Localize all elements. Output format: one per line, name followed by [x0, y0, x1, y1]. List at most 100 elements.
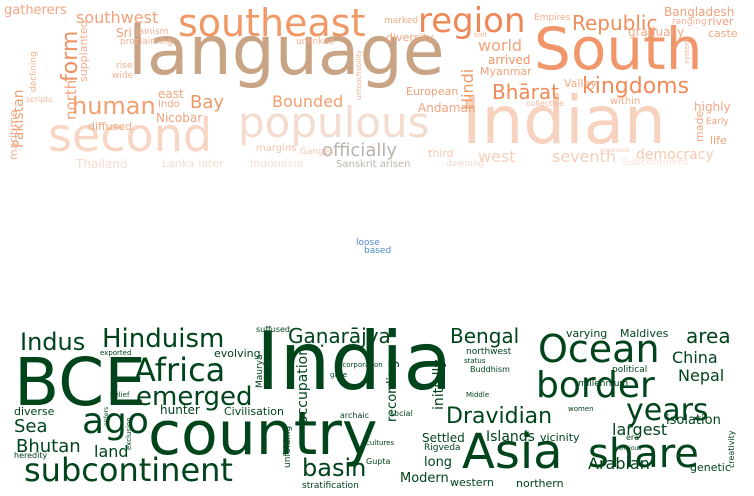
- cloud-word: knit: [474, 31, 488, 39]
- cloud-word: northern: [516, 477, 564, 490]
- cloud-word: seventh: [552, 147, 617, 166]
- cloud-word: Civilisation: [224, 405, 284, 418]
- cloud-word: gatherers: [4, 3, 67, 18]
- cloud-word: belief: [110, 391, 130, 399]
- cloud-word: Gupta: [366, 457, 391, 466]
- cloud-word: isolation: [666, 413, 721, 428]
- cloud-word: Valley: [564, 77, 597, 90]
- cloud-word: arrived: [488, 53, 531, 67]
- cloud-word: rise: [116, 61, 133, 71]
- cloud-word: stratification: [302, 481, 359, 491]
- cloud-word: Sea: [14, 416, 48, 437]
- cloud-word: social: [390, 409, 413, 418]
- cloud-word: officially: [322, 140, 397, 161]
- cloud-word: life: [710, 134, 727, 147]
- cloud-word: caste: [708, 27, 738, 40]
- cloud-word: initially: [431, 359, 447, 410]
- cloud-word: Indian: [462, 82, 666, 159]
- cloud-word: area: [686, 324, 731, 348]
- cloud-word: land: [94, 442, 129, 461]
- cloud-word: unlinked: [296, 37, 335, 47]
- cloud-word: Sanskrit arisen: [336, 159, 411, 170]
- cloud-word: Myanmar: [480, 65, 532, 78]
- cloud-word: suffused: [256, 325, 290, 334]
- cloud-word: maritime: [7, 110, 20, 160]
- cloud-word: subcontinent: [24, 451, 233, 489]
- cloud-word: Ocean: [538, 327, 660, 371]
- cloud-word: ranging: [672, 17, 707, 27]
- cloud-word: southwest: [76, 8, 159, 27]
- cloud-word: border: [536, 365, 655, 406]
- cloud-word: Bay: [190, 92, 225, 113]
- cloud-word: populous: [238, 98, 430, 147]
- cloud-word: river: [708, 15, 734, 28]
- cloud-word: Ganges: [300, 147, 335, 157]
- cloud-word: European: [406, 85, 459, 98]
- cloud-word: highly: [694, 100, 731, 114]
- cloud-word: Rigveda: [424, 443, 461, 453]
- cloud-word: Arabian: [588, 454, 650, 473]
- cloud-word: creativity: [727, 430, 736, 468]
- cloud-word: loose: [356, 238, 380, 248]
- cloud-word: human: [72, 92, 156, 120]
- cloud-word: country: [148, 399, 378, 469]
- cloud-word: era: [626, 433, 640, 442]
- cloud-word: democracy: [636, 147, 714, 163]
- cloud-word: kingdoms: [582, 74, 690, 99]
- cloud-word: gradually: [628, 25, 685, 39]
- cloud-word: Maldives: [620, 327, 669, 340]
- cloud-word: west: [478, 147, 516, 166]
- cloud-word: Thailand: [76, 157, 128, 171]
- cloud-word: Bounded: [272, 92, 344, 111]
- cloud-word: system: [683, 38, 691, 64]
- cloud-word: BCE: [14, 344, 146, 421]
- cloud-word: Empires: [534, 13, 571, 23]
- cloud-word: Bhārat: [492, 80, 559, 104]
- cloud-word: evolving: [214, 347, 261, 360]
- cloud-word: Early: [706, 117, 729, 127]
- cloud-word: occupation: [295, 346, 311, 424]
- cloud-word: Andaman: [418, 101, 476, 115]
- cloud-word: margins: [256, 143, 297, 154]
- cloud-word: southeast: [178, 1, 366, 45]
- cloud-word: long: [424, 455, 453, 470]
- cloud-word: north: [62, 79, 80, 120]
- cloud-word: untouchability: [355, 49, 363, 100]
- cloud-word: share: [588, 431, 699, 477]
- cloud-word: Bengal: [450, 324, 520, 348]
- word-cloud-middle: loose based: [0, 230, 754, 260]
- cloud-word: largest: [612, 420, 668, 439]
- cloud-word: emerged: [136, 382, 253, 412]
- cloud-word: China: [672, 348, 718, 367]
- cloud-word: Modern: [400, 471, 449, 486]
- cloud-word: east: [158, 87, 184, 101]
- cloud-word: gave: [330, 371, 348, 379]
- cloud-word: northwest: [466, 347, 512, 357]
- cloud-word: Bhutan: [16, 436, 81, 457]
- cloud-word: exported: [100, 349, 132, 357]
- cloud-word: genetic: [690, 461, 731, 474]
- cloud-word: Settled: [422, 431, 465, 445]
- cloud-word: varying: [566, 327, 608, 340]
- cloud-word: archaic: [340, 411, 370, 420]
- cloud-word: marked: [384, 16, 419, 26]
- cloud-word: dawning: [446, 159, 485, 169]
- cloud-word: South: [534, 15, 703, 83]
- cloud-word: Indo: [158, 99, 180, 110]
- cloud-word: Sri: [116, 26, 132, 40]
- cloud-word: Jainism: [136, 27, 169, 37]
- cloud-word: Gaṇarājya: [288, 324, 391, 348]
- cloud-word: collective: [526, 99, 565, 108]
- cloud-word: religious: [616, 445, 642, 452]
- cloud-word: proclaiming: [120, 37, 173, 47]
- cloud-word: women: [568, 405, 594, 413]
- cloud-word: within: [610, 96, 641, 107]
- cloud-word: region: [418, 1, 526, 41]
- cloud-word: incorporation: [336, 361, 383, 369]
- cloud-word: Islands: [486, 429, 535, 445]
- cloud-word: Buddhism: [470, 365, 510, 374]
- cloud-word: diffused: [88, 120, 133, 133]
- cloud-word: world: [478, 36, 523, 55]
- cloud-word: exclusion: [125, 417, 133, 450]
- cloud-word: cultures: [366, 439, 395, 447]
